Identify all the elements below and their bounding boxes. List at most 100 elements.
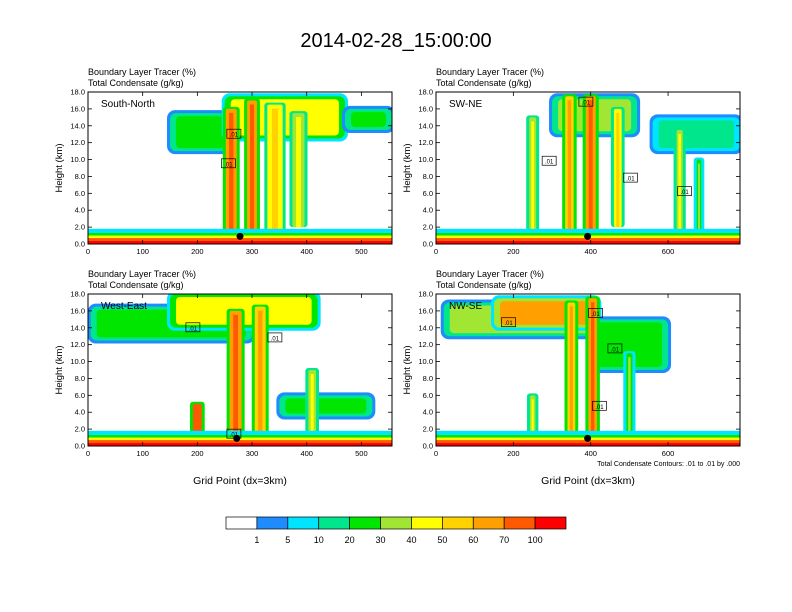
y-tick-label: 8.0 — [423, 374, 433, 383]
y-tick-label: 8.0 — [75, 172, 85, 181]
location-marker — [584, 434, 592, 442]
boundary-layer-band — [88, 443, 392, 446]
plume-axis — [590, 302, 595, 442]
plume-axis — [588, 100, 593, 240]
y-tick-label: 12.0 — [418, 138, 433, 147]
x-tick-label: 400 — [300, 247, 313, 256]
tracer-field — [436, 93, 740, 244]
y-tick-label: 6.0 — [423, 391, 433, 400]
plume-axis — [678, 134, 681, 236]
y-tick-label: 0.0 — [75, 442, 85, 451]
location-marker — [584, 232, 592, 240]
y-tick-label: 12.0 — [418, 340, 433, 349]
y-tick-label: 4.0 — [75, 408, 85, 417]
y-tick-label: 6.0 — [75, 189, 85, 198]
boundary-layer-band — [88, 241, 392, 244]
contour-label: .01 — [230, 433, 239, 439]
x-axis-label: Grid Point (dx=3km) — [541, 475, 635, 487]
colorbar-swatch — [411, 516, 443, 530]
boundary-layer-band — [436, 238, 740, 244]
plume-axis — [258, 310, 263, 442]
x-tick-label: 600 — [662, 247, 675, 256]
x-tick-label: 400 — [584, 247, 597, 256]
plume-axis — [567, 100, 572, 236]
contour-label-box — [623, 172, 638, 183]
y-tick-label: 0.0 — [75, 240, 85, 249]
colorbar-swatch — [534, 516, 567, 530]
contour-label-box — [592, 400, 607, 411]
x-tick-label: 200 — [507, 247, 520, 256]
y-tick-label: 14.0 — [418, 323, 433, 332]
plume-axis — [698, 163, 700, 232]
x-tick-label: 100 — [136, 449, 149, 458]
y-axis-label: Height (km) — [54, 345, 65, 394]
plume-axis — [250, 104, 254, 240]
figure-title: 2014-02-28_15:00:00 — [300, 30, 492, 52]
contour-label: .01 — [189, 326, 198, 332]
x-tick-label: 0 — [434, 247, 438, 256]
colorbar-label: 70 — [499, 535, 509, 545]
y-tick-label: 16.0 — [70, 306, 85, 315]
plume-axis — [569, 306, 573, 442]
plume-axis — [296, 117, 301, 228]
colorbar-label: 100 — [528, 535, 543, 545]
y-tick-label: 4.0 — [423, 206, 433, 215]
y-tick-label: 12.0 — [70, 138, 85, 147]
x-tick-label: 0 — [86, 449, 90, 458]
colorbar-label: 60 — [468, 535, 478, 545]
y-tick-label: 2.0 — [75, 425, 85, 434]
panel-nw-se: .01 .01 .01 .01 0.0 2.0 4.0 6.0 8.0 10.0 12.0 14.0 1… — [402, 269, 741, 487]
panel-subtitle-condensate: Total Condensate (g/kg) — [436, 78, 532, 88]
contour-label-box — [607, 343, 623, 354]
x-tick-label: 100 — [136, 247, 149, 256]
contour-label: .01 — [680, 190, 689, 196]
y-tick-label: 14.0 — [418, 121, 433, 130]
contour-label: .01 — [271, 336, 280, 342]
y-tick-label: 18.0 — [70, 290, 85, 299]
panel-subtitle-condensate: Total Condensate (g/kg) — [88, 280, 184, 290]
y-tick-label: 18.0 — [70, 88, 85, 97]
y-tick-label: 8.0 — [75, 374, 85, 383]
panel-subtitle-tracer: Boundary Layer Tracer (%) — [88, 269, 196, 279]
contour-label-box — [677, 186, 692, 196]
x-tick-label: 0 — [434, 449, 438, 458]
x-tick-label: 300 — [246, 247, 259, 256]
colorbar-label: 10 — [314, 535, 324, 545]
colorbar-swatch — [380, 516, 412, 530]
boundary-layer-band — [436, 241, 740, 244]
y-tick-label: 4.0 — [423, 408, 433, 417]
x-axis-label: Grid Point (dx=3km) — [193, 475, 287, 487]
anvil-core — [658, 120, 734, 149]
y-tick-label: 16.0 — [70, 104, 85, 113]
y-tick-label: 16.0 — [418, 306, 433, 315]
colorbar-swatch — [503, 516, 536, 530]
panel-south-north: .01 .01 0.0 2.0 4.0 6.0 8.0 10.0 12.0 14.0 16.0 18.… — [54, 67, 393, 256]
boundary-layer-band — [436, 443, 740, 446]
y-tick-label: 0.0 — [423, 442, 433, 451]
x-tick-label: 500 — [355, 449, 368, 458]
boundary-layer-band — [88, 238, 392, 244]
colorbar-swatch — [349, 516, 381, 530]
contour-note: Total Condensate Contours: .01 to .01 by… — [597, 461, 740, 468]
panel-sw-ne: .01 .01 .01 .01 0.0 2.0 4.0 6.0 8.0 10.0 12.0 14.0 1… — [402, 67, 741, 256]
contour-label-box — [226, 128, 242, 139]
contour-label: .01 — [504, 321, 513, 327]
contour-label: .01 — [582, 101, 591, 107]
colorbar-swatch — [225, 516, 258, 530]
contour-label: .01 — [230, 133, 239, 139]
colorbar-swatch — [442, 516, 474, 530]
colorbar: 1 5 10 20 30 40 50 60 70 100 — [225, 516, 567, 545]
colorbar-swatch — [472, 516, 505, 530]
x-tick-label: 600 — [662, 449, 675, 458]
y-tick-label: 16.0 — [418, 104, 433, 113]
contour-label: .01 — [545, 160, 554, 166]
plume-axis — [271, 108, 279, 236]
contour-label-box — [541, 155, 557, 166]
panel-name: South-North — [101, 99, 155, 110]
tracer-field — [88, 294, 392, 446]
y-tick-label: 10.0 — [418, 155, 433, 164]
y-tick-label: 10.0 — [70, 155, 85, 164]
panel-subtitle-condensate: Total Condensate (g/kg) — [436, 280, 532, 290]
y-tick-label: 0.0 — [423, 240, 433, 249]
y-tick-label: 12.0 — [70, 340, 85, 349]
